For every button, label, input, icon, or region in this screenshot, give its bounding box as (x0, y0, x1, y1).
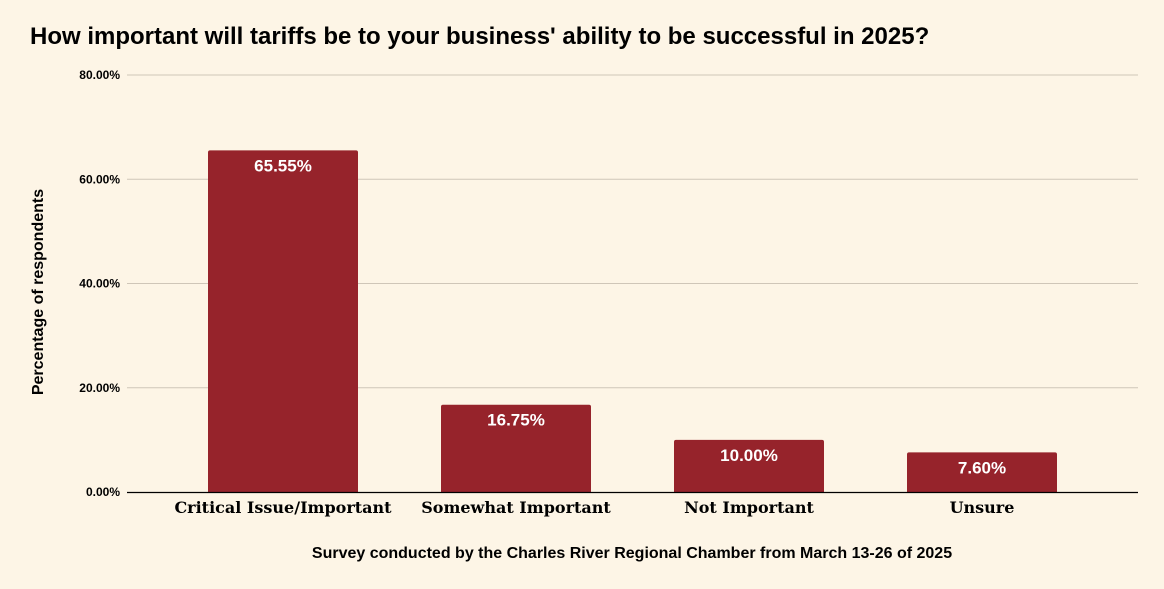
bar (674, 439, 824, 492)
chart-title: How important will tariffs be to your bu… (30, 23, 929, 50)
data-label: 7.60% (958, 458, 1006, 477)
y-axis-label: Percentage of respondents (30, 189, 47, 395)
x-axis-label: Survey conducted by the Charles River Re… (312, 545, 952, 562)
y-tick-label: 0.00% (86, 485, 120, 499)
bar (208, 150, 358, 492)
bar (907, 452, 1057, 492)
x-tick-label: Unsure (950, 498, 1015, 517)
x-tick-label: Somewhat Important (421, 498, 611, 517)
x-tick-label: Critical Issue/Important (174, 498, 392, 517)
data-labels: 65.55% 16.75% 10.00% 7.60% (254, 156, 1006, 477)
x-axis-ticks: Critical Issue/Important Somewhat Importa… (174, 498, 1014, 517)
y-tick-label: 20.00% (79, 381, 120, 395)
data-label: 16.75% (487, 411, 545, 430)
y-axis-ticks: 0.00% 20.00% 40.00% 60.00% 80.00% (79, 68, 120, 499)
y-tick-label: 80.00% (79, 68, 120, 82)
y-tick-label: 40.00% (79, 277, 120, 291)
x-tick-label: Not Important (684, 498, 814, 517)
y-tick-label: 60.00% (79, 172, 120, 186)
data-label: 10.00% (720, 446, 778, 465)
bar (441, 404, 591, 492)
bars (208, 150, 1057, 492)
data-label: 65.55% (254, 156, 312, 175)
